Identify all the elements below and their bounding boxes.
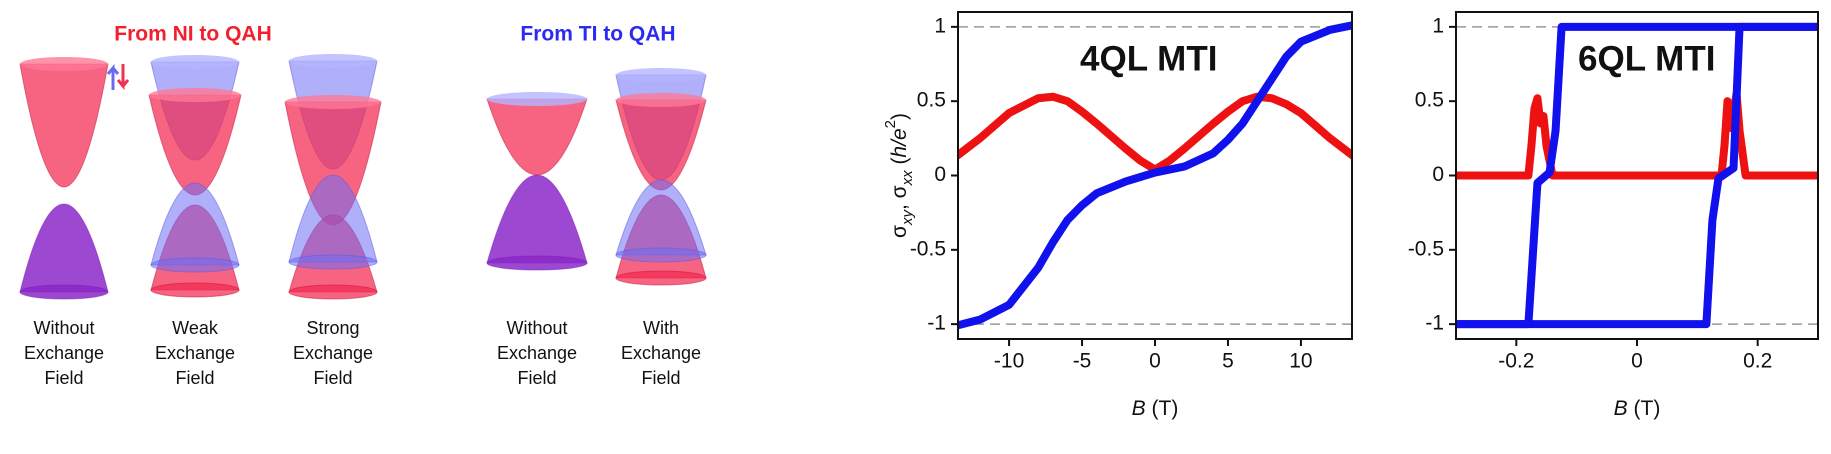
- band-rim: [486, 255, 588, 271]
- panel-label: Field: [641, 368, 680, 388]
- band-rim: [151, 55, 239, 69]
- y-tick-label: 0.5: [917, 89, 946, 112]
- band-rim: [615, 270, 707, 286]
- panel-label: Exchange: [24, 343, 104, 363]
- x-tick-label: 10: [1289, 350, 1312, 373]
- chart-title: 6QL MTI: [1578, 39, 1715, 78]
- x-tick-label: -10: [994, 350, 1024, 373]
- x-axis-label-part: B: [1614, 397, 1628, 420]
- panel-label: Exchange: [497, 343, 577, 363]
- conduction-band: [615, 99, 707, 191]
- y-tick-label: -1: [1425, 312, 1444, 335]
- x-axis-label-part: (T): [1628, 397, 1661, 420]
- y-tick-label: -1: [927, 312, 946, 335]
- panel-label: Exchange: [621, 343, 701, 363]
- panel-label: Exchange: [293, 343, 373, 363]
- x-axis-label-part: (T): [1146, 397, 1179, 420]
- y-axis-label-part: (: [888, 158, 911, 171]
- band-rim: [285, 95, 381, 109]
- panel-label: Field: [175, 368, 214, 388]
- y-axis-label-part: , σ: [888, 185, 911, 210]
- x-tick-label: -5: [1073, 350, 1092, 373]
- y-tick-label: 0.5: [1415, 89, 1444, 112]
- chart-title: 4QL MTI: [1080, 39, 1217, 78]
- group-title: From NI to QAH: [114, 23, 272, 46]
- band-rim: [19, 284, 109, 300]
- y-axis-label-part: 2: [882, 120, 899, 128]
- panel-label: Without: [506, 318, 567, 338]
- x-tick-label: 5: [1222, 350, 1234, 373]
- y-axis-label-part: xx: [899, 170, 916, 187]
- band-rim: [20, 57, 108, 71]
- x-axis-label: B (T): [1614, 397, 1661, 420]
- conduction-band: [148, 94, 242, 196]
- y-tick-label: 0: [1432, 163, 1444, 186]
- y-tick-label: -0.5: [910, 237, 946, 260]
- y-axis-label-part: ): [888, 113, 911, 120]
- x-axis-label-part: B: [1132, 397, 1146, 420]
- band-rim: [616, 68, 706, 82]
- conduction-band: [486, 98, 588, 176]
- band-rim: [487, 92, 587, 106]
- valence-band: [288, 174, 378, 263]
- conduction-band: [19, 63, 109, 188]
- panel-label: Exchange: [155, 343, 235, 363]
- x-axis-label: B (T): [1132, 397, 1179, 420]
- valence-band: [615, 179, 707, 256]
- spin-up-arrow: [106, 63, 120, 90]
- panel-label: With: [643, 318, 679, 338]
- valence-band: [150, 182, 240, 266]
- panel-label: Field: [517, 368, 556, 388]
- panel-label: Weak: [172, 318, 219, 338]
- y-axis-label-part: σ: [888, 225, 911, 238]
- panel-label: Field: [313, 368, 352, 388]
- data-line: [958, 92, 1352, 174]
- valence-band: [486, 174, 588, 264]
- y-axis-label: σxy, σxx (h/e2): [882, 113, 916, 238]
- band-rim: [288, 254, 378, 270]
- valence-band: [19, 203, 109, 293]
- x-tick-label: 0: [1631, 350, 1643, 373]
- band-rim: [289, 54, 377, 68]
- y-tick-label: 1: [934, 14, 946, 37]
- data-line: [1456, 22, 1818, 329]
- y-axis-label-part: xy: [899, 209, 916, 227]
- x-tick-label: 0: [1149, 350, 1161, 373]
- band-rim: [150, 257, 240, 273]
- data-line: [958, 21, 1352, 330]
- y-tick-label: 1: [1432, 14, 1444, 37]
- panel-label: Field: [44, 368, 83, 388]
- panel-label: Strong: [306, 318, 359, 338]
- band-rim: [616, 93, 706, 107]
- band-rim: [288, 284, 378, 300]
- band-rim: [615, 247, 707, 263]
- y-tick-label: 0: [934, 163, 946, 186]
- spin-down-arrow: [116, 64, 130, 91]
- x-tick-label: 0.2: [1743, 350, 1772, 373]
- group-title: From TI to QAH: [520, 23, 675, 46]
- data-line: [1456, 89, 1818, 180]
- y-tick-label: -0.5: [1408, 237, 1444, 260]
- y-axis-label-part: h/e: [888, 128, 911, 157]
- band-rim: [150, 282, 240, 298]
- x-tick-label: -0.2: [1498, 350, 1534, 373]
- band-schematic: [19, 54, 707, 300]
- band-rim: [149, 88, 241, 102]
- panel-label: Without: [33, 318, 94, 338]
